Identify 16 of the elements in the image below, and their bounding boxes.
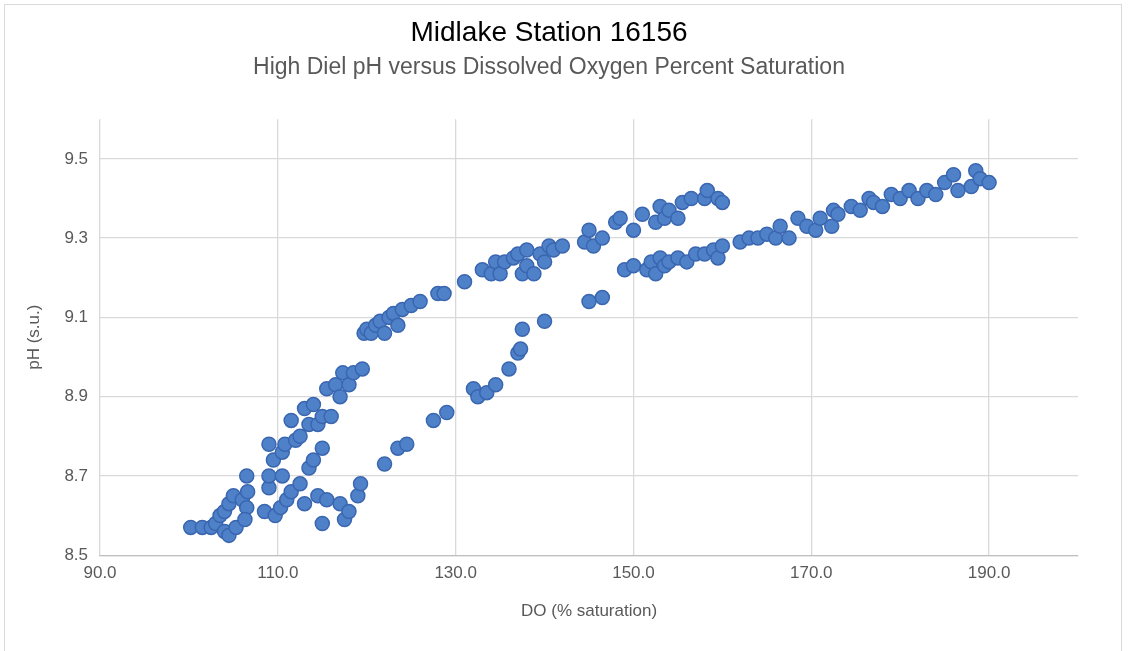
y-tick-label: 8.9	[64, 386, 89, 406]
y-tick-label: 8.5	[64, 544, 89, 564]
x-tick-label: 190.0	[967, 563, 1011, 583]
x-tick-label: 130.0	[434, 563, 477, 583]
y-tick-label: 9.5	[64, 148, 89, 168]
x-tick-label: 110.0	[257, 563, 299, 583]
x-tick-label: 150.0	[612, 563, 655, 583]
chart-title: Midlake Station 16156	[410, 15, 688, 47]
y-tick-label: 8.7	[64, 465, 89, 485]
x-tick-label: 170.0	[790, 563, 833, 583]
y-tick-label: 9.1	[64, 307, 89, 327]
x-tick-label: 90.0	[83, 563, 117, 583]
y-axis-title: pH (s.u.)	[23, 304, 43, 370]
x-axis-title: DO (% saturation)	[520, 601, 658, 621]
y-tick-label: 9.3	[64, 227, 89, 247]
chart-subtitle: High Diel pH versus Dissolved Oxygen Percent Saturation	[253, 52, 845, 79]
